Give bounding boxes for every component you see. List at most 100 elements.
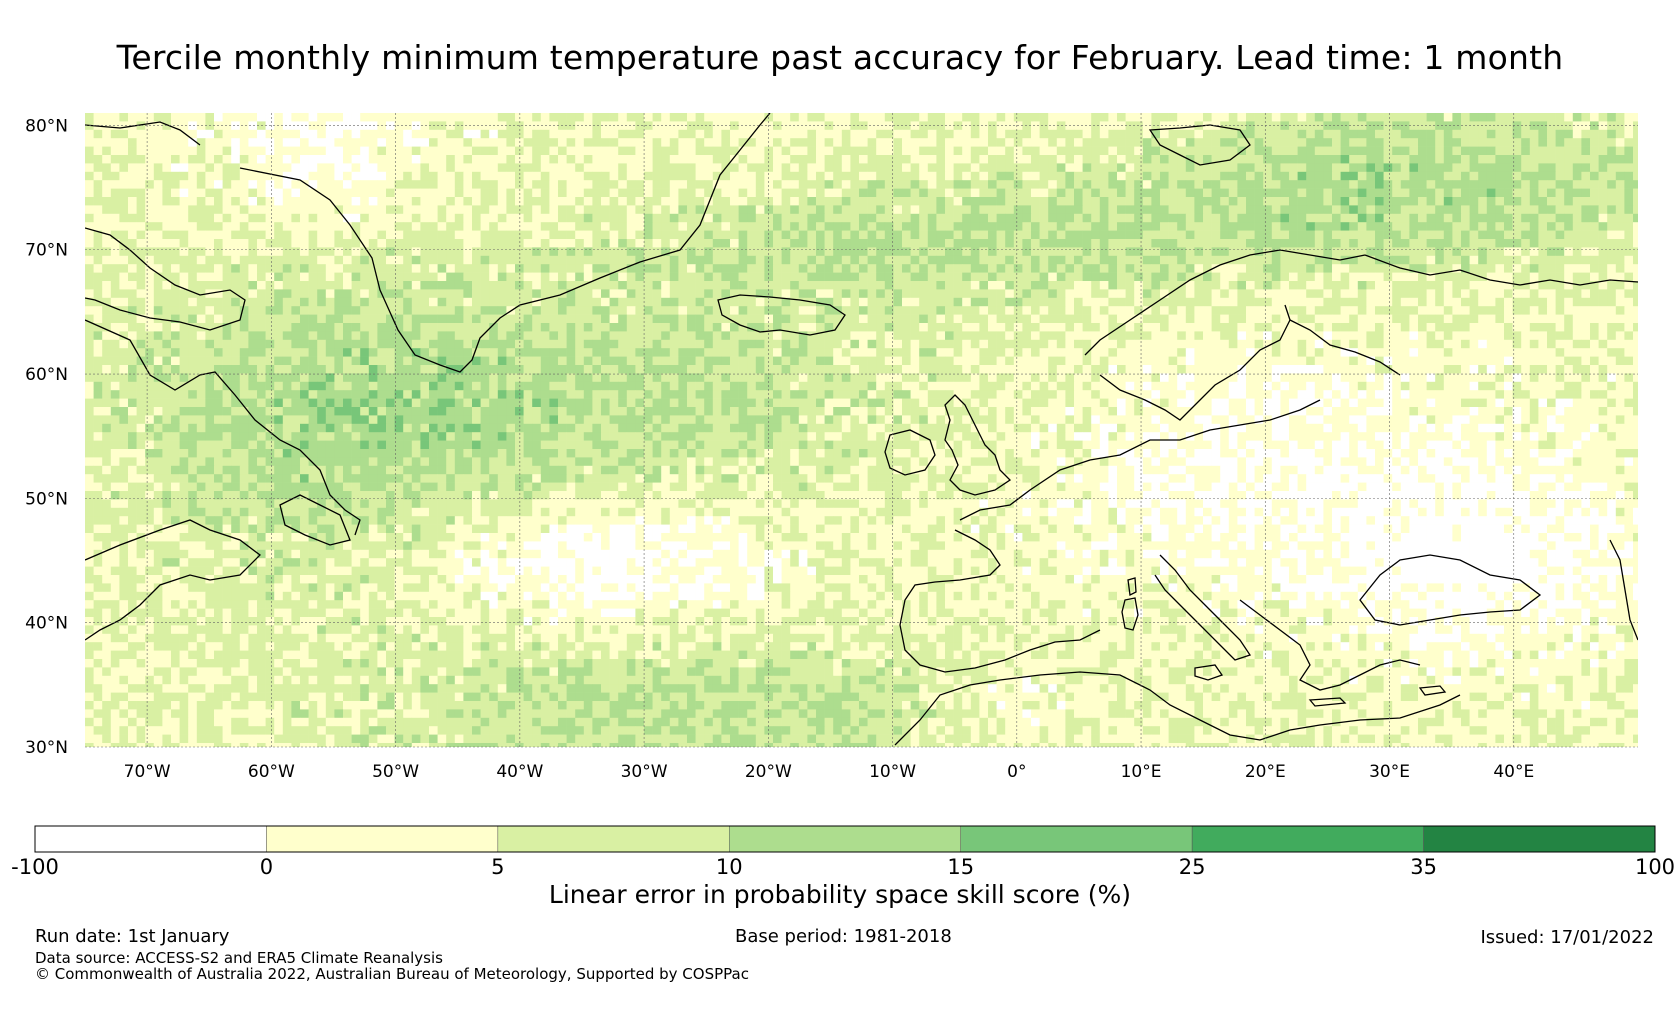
skill-cell [291, 121, 300, 130]
skill-cell [661, 214, 670, 223]
skill-cell [300, 315, 309, 324]
skill-cell [1108, 289, 1117, 298]
skill-cell [739, 331, 748, 340]
skill-cell [171, 214, 180, 223]
skill-cell [481, 155, 490, 164]
skill-cell [747, 340, 756, 349]
skill-cell [1409, 138, 1418, 147]
skill-cell [291, 197, 300, 206]
skill-cell [180, 331, 189, 340]
skill-cell [1521, 222, 1530, 231]
skill-cell [162, 205, 171, 214]
skill-cell [1607, 298, 1616, 307]
skill-cell [1194, 113, 1203, 122]
skill-cell [859, 121, 868, 130]
skill-cell [1212, 189, 1221, 198]
skill-cell [386, 264, 395, 273]
skill-cell [670, 331, 679, 340]
skill-cell [1530, 214, 1539, 223]
skill-cell [1203, 155, 1212, 164]
skill-cell [1057, 197, 1066, 206]
skill-cell [1246, 197, 1255, 206]
skill-cell [936, 306, 945, 315]
skill-cell [567, 205, 576, 214]
skill-cell [1444, 180, 1453, 189]
skill-cell [575, 130, 584, 139]
skill-cell [954, 306, 963, 315]
skill-cell [360, 189, 369, 198]
skill-cell [188, 214, 197, 223]
skill-cell [412, 264, 421, 273]
skill-cell [1556, 247, 1565, 256]
skill-cell [1427, 205, 1436, 214]
skill-cell [1444, 172, 1453, 181]
skill-cell [1487, 323, 1496, 332]
skill-cell [1599, 289, 1608, 298]
skill-cell [1005, 147, 1014, 156]
skill-cell [928, 315, 937, 324]
skill-cell [644, 121, 653, 130]
skill-cell [713, 138, 722, 147]
skill-cell [1530, 197, 1539, 206]
skill-cell [1022, 256, 1031, 265]
skill-cell [412, 147, 421, 156]
skill-cell [1633, 155, 1642, 164]
skill-cell [1315, 180, 1324, 189]
skill-cell [1452, 222, 1461, 231]
skill-cell [266, 163, 275, 172]
skill-cell [1538, 205, 1547, 214]
skill-cell [601, 172, 610, 181]
skill-cell [532, 121, 541, 130]
skill-cell [1151, 163, 1160, 172]
skill-cell [231, 130, 240, 139]
skill-cell [1633, 189, 1642, 198]
skill-cell [807, 281, 816, 290]
skill-cell [171, 147, 180, 156]
skill-cell [137, 205, 146, 214]
skill-cell [1031, 189, 1040, 198]
skill-cell [1117, 147, 1126, 156]
skill-cell [782, 315, 791, 324]
skill-cell [1461, 155, 1470, 164]
skill-cell [1306, 256, 1315, 265]
skill-cell [635, 264, 644, 273]
skill-cell [782, 172, 791, 181]
skill-cell [825, 239, 834, 248]
skill-cell [1487, 130, 1496, 139]
skill-cell [1014, 340, 1023, 349]
skill-cell [326, 147, 335, 156]
skill-cell [1384, 331, 1393, 340]
skill-cell [678, 256, 687, 265]
skill-cell [1237, 180, 1246, 189]
skill-cell [954, 180, 963, 189]
skill-cell [145, 155, 154, 164]
skill-cell [403, 306, 412, 315]
skill-cell [1590, 138, 1599, 147]
skill-cell [721, 113, 730, 122]
skill-cell [1143, 205, 1152, 214]
skill-cell [1272, 323, 1281, 332]
skill-cell [687, 113, 696, 122]
skill-cell [876, 180, 885, 189]
skill-cell [1495, 163, 1504, 172]
skill-cell [1117, 130, 1126, 139]
skill-cell [472, 264, 481, 273]
skill-cell [730, 273, 739, 282]
skill-cell [1160, 130, 1169, 139]
skill-cell [868, 306, 877, 315]
skill-cell [369, 172, 378, 181]
skill-cell [954, 121, 963, 130]
skill-cell [773, 130, 782, 139]
skill-cell [429, 281, 438, 290]
skill-cell [833, 163, 842, 172]
skill-cell [214, 147, 223, 156]
skill-cell [438, 121, 447, 130]
skill-cell [334, 247, 343, 256]
skill-cell [558, 315, 567, 324]
skill-cell [145, 172, 154, 181]
skill-cell [549, 189, 558, 198]
skill-cell [859, 331, 868, 340]
skill-cell [610, 340, 619, 349]
skill-cell [1229, 247, 1238, 256]
skill-cell [1435, 214, 1444, 223]
